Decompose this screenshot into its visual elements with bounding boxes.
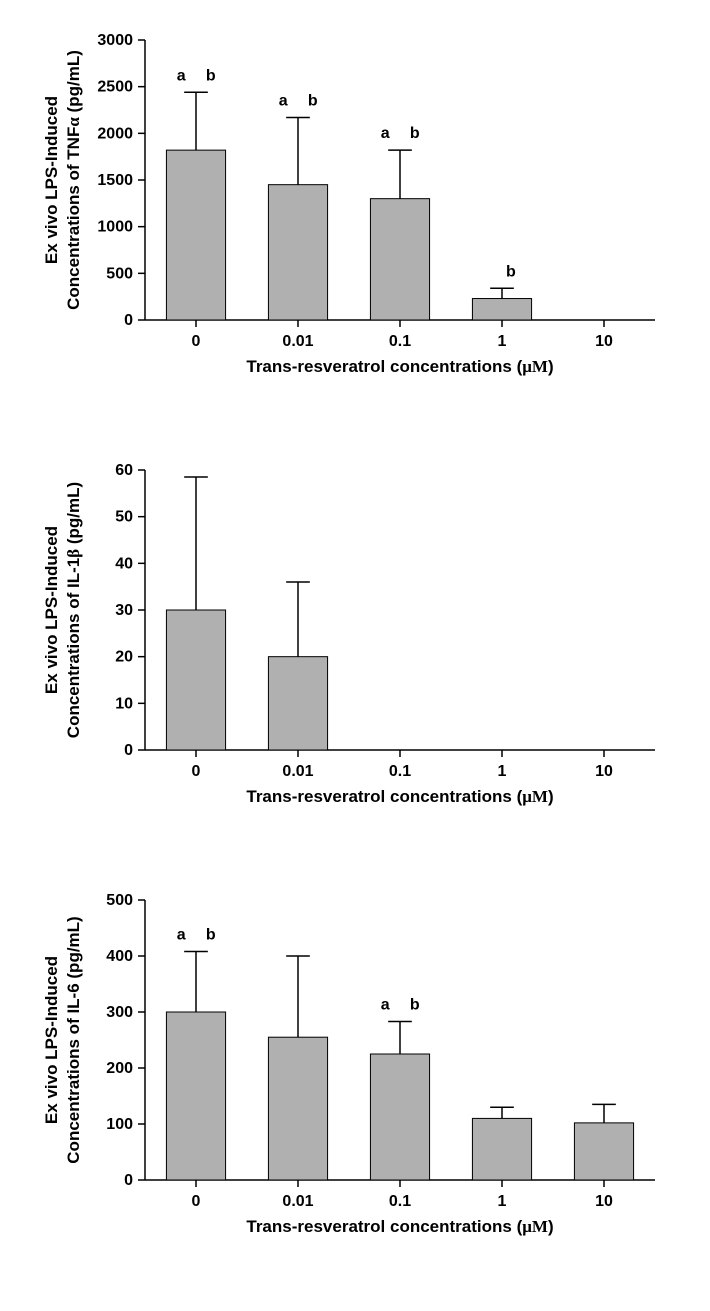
y-tick-label: 30 <box>115 602 133 619</box>
x-tick-label: 10 <box>595 763 613 780</box>
x-tick-label: 0 <box>192 1193 201 1210</box>
y-tick-label: 500 <box>106 892 133 909</box>
x-tick-label: 0 <box>192 763 201 780</box>
x-tick-label: 0.01 <box>282 763 313 780</box>
x-axis-label: Trans-resveratrol concentrations (μM) <box>246 1217 553 1236</box>
chart-tnf: 0 500 1000 1500 2000 2500 3000 0 a b 0.01 a b 0.1 a b 1 b… <box>35 20 675 390</box>
x-tick-label: 0.01 <box>282 333 313 350</box>
y-tick-label: 1000 <box>97 219 133 236</box>
y-tick-label: 0 <box>124 312 133 329</box>
chart-svg-il1b: 0 10 20 30 40 50 60 0 0.01 0.1 1 10 Trans-resveratro… <box>35 450 675 820</box>
x-tick-label: 10 <box>595 1193 613 1210</box>
bar <box>370 1054 429 1180</box>
x-tick-label: 0.1 <box>389 333 411 350</box>
y-tick-label: 50 <box>115 509 133 526</box>
chart-il1b: 0 10 20 30 40 50 60 0 0.01 0.1 1 10 Trans-resveratro… <box>35 450 675 820</box>
y-tick-label: 300 <box>106 1004 133 1021</box>
y-tick-label: 40 <box>115 555 133 572</box>
y-tick-label: 0 <box>124 1172 133 1189</box>
y-axis-label: Ex vivo LPS-InducedConcentrations of IL-… <box>42 482 83 738</box>
x-tick-label: 1 <box>498 1193 507 1210</box>
bar <box>472 1118 531 1180</box>
sig-annotation: a <box>381 997 390 1014</box>
sig-annotation: a <box>279 92 288 109</box>
chart-svg-tnf: 0 500 1000 1500 2000 2500 3000 0 a b 0.01 a b 0.1 a b 1 b… <box>35 20 675 390</box>
y-tick-label: 200 <box>106 1060 133 1077</box>
x-tick-label: 1 <box>498 763 507 780</box>
y-tick-label: 3000 <box>97 32 133 49</box>
bar <box>370 199 429 320</box>
bar <box>166 610 225 750</box>
x-tick-label: 0 <box>192 333 201 350</box>
y-axis-label: Ex vivo LPS-InducedConcentrations of IL-… <box>42 916 83 1163</box>
sig-annotation: a <box>177 67 186 84</box>
bar <box>472 299 531 320</box>
sig-annotation: b <box>410 997 420 1014</box>
x-tick-label: 1 <box>498 333 507 350</box>
y-tick-label: 100 <box>106 1116 133 1133</box>
x-tick-label: 0.01 <box>282 1193 313 1210</box>
y-tick-label: 0 <box>124 742 133 759</box>
bar <box>268 657 327 750</box>
y-tick-label: 500 <box>106 265 133 282</box>
x-tick-label: 0.1 <box>389 763 411 780</box>
bar <box>166 1012 225 1180</box>
bar <box>166 150 225 320</box>
y-tick-label: 400 <box>106 948 133 965</box>
sig-annotation: b <box>206 67 216 84</box>
sig-annotation: a <box>177 927 186 944</box>
y-tick-label: 60 <box>115 462 133 479</box>
chart-il6: 0 100 200 300 400 500 0 a b 0.01 0.1 a b 1 10 Trans-res… <box>35 880 675 1250</box>
y-tick-label: 1500 <box>97 172 133 189</box>
x-axis-label: Trans-resveratrol concentrations (μM) <box>246 357 553 376</box>
x-axis-label: Trans-resveratrol concentrations (μM) <box>246 787 553 806</box>
sig-annotation: b <box>506 263 516 280</box>
y-tick-label: 2500 <box>97 79 133 96</box>
y-tick-label: 2000 <box>97 125 133 142</box>
bar <box>268 185 327 320</box>
sig-annotation: b <box>308 92 318 109</box>
sig-annotation: b <box>206 927 216 944</box>
y-axis-label: Ex vivo LPS-InducedConcentrations of TNF… <box>42 50 83 310</box>
sig-annotation: b <box>410 125 420 142</box>
y-tick-label: 10 <box>115 695 133 712</box>
chart-svg-il6: 0 100 200 300 400 500 0 a b 0.01 0.1 a b 1 10 Trans-res… <box>35 880 675 1250</box>
x-tick-label: 0.1 <box>389 1193 411 1210</box>
bar <box>574 1123 633 1180</box>
bar <box>268 1037 327 1180</box>
y-tick-label: 20 <box>115 649 133 666</box>
sig-annotation: a <box>381 125 390 142</box>
x-tick-label: 10 <box>595 333 613 350</box>
